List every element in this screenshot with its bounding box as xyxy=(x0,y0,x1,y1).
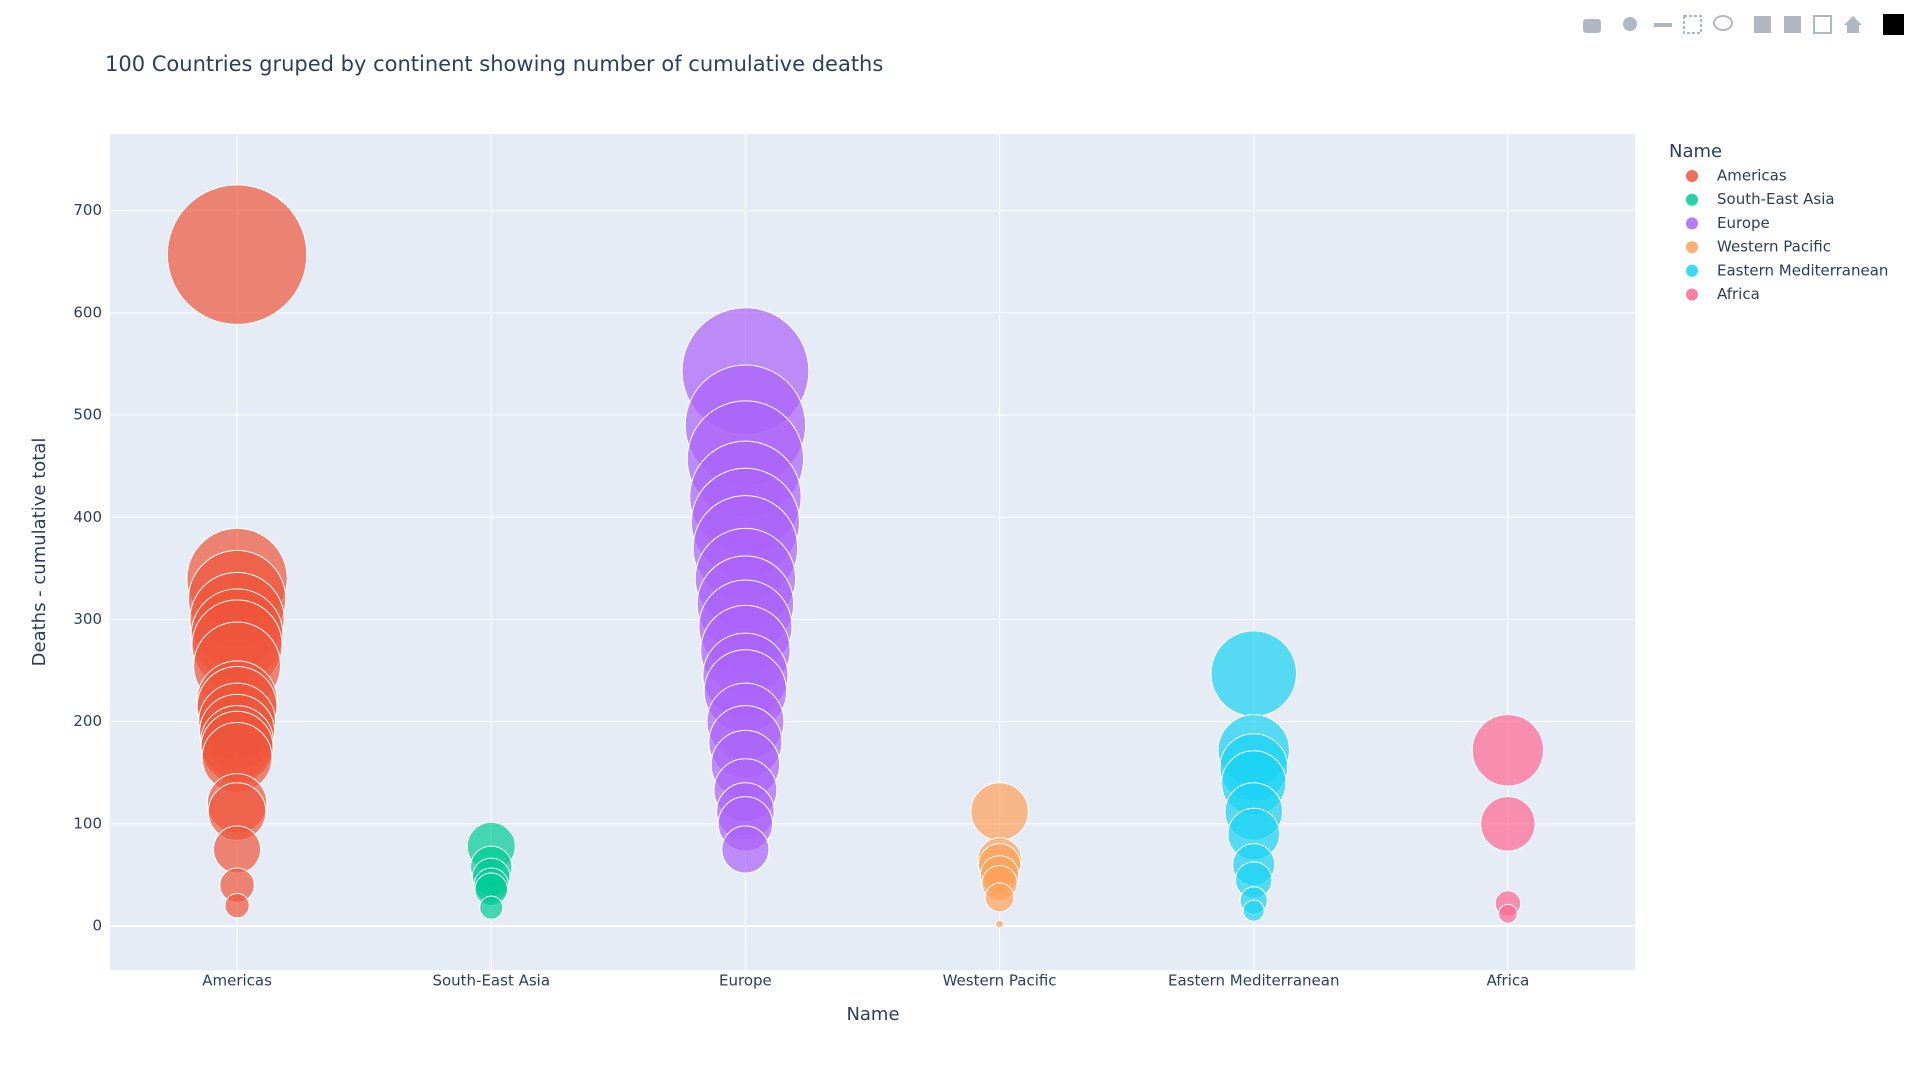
legend-marker xyxy=(1686,288,1698,301)
bubble xyxy=(1480,796,1536,852)
legend-label: Africa xyxy=(1717,285,1760,303)
bubble xyxy=(479,895,504,920)
legend-marker xyxy=(1686,170,1698,182)
y-axis-title: Deaths - cumulative total xyxy=(29,438,50,667)
legend-label: Eastern Mediterranean xyxy=(1717,261,1888,279)
bubble xyxy=(224,892,250,919)
bubble xyxy=(166,184,308,325)
y-tick-label: 0 xyxy=(92,917,102,935)
y-tick-label: 100 xyxy=(73,814,102,832)
legend-label: Americas xyxy=(1717,167,1787,185)
y-tick-label: 700 xyxy=(73,201,102,219)
x-axis-title: Name xyxy=(846,1004,899,1025)
legend-label: South-East Asia xyxy=(1717,190,1835,208)
legend-marker xyxy=(1686,241,1698,254)
x-tick-label: Africa xyxy=(1487,972,1530,990)
plot-background xyxy=(110,134,1635,970)
zoom-button[interactable] xyxy=(1623,17,1637,31)
box-select-button[interactable] xyxy=(1683,15,1702,34)
y-tick-label: 400 xyxy=(73,508,102,526)
x-tick-label: Europe xyxy=(719,972,772,990)
y-tick-label: 300 xyxy=(73,610,102,628)
zoom-out-button[interactable] xyxy=(1784,16,1801,33)
bubble xyxy=(1497,903,1518,924)
pan-button[interactable] xyxy=(1654,23,1672,27)
legend-label: Europe xyxy=(1717,214,1770,232)
bubble xyxy=(1210,630,1297,717)
bubble xyxy=(213,825,262,874)
y-tick-label: 500 xyxy=(73,406,102,424)
bubble xyxy=(984,882,1015,913)
x-tick-label: Americas xyxy=(202,972,272,990)
lasso-button[interactable] xyxy=(1713,15,1733,31)
bubble xyxy=(1242,899,1265,922)
y-tick-label: 200 xyxy=(73,712,102,730)
legend-marker xyxy=(1686,193,1698,206)
legend-label: Western Pacific xyxy=(1717,238,1831,256)
y-tick-label: 600 xyxy=(73,303,102,321)
chart-title: 100 Countries gruped by continent showin… xyxy=(105,52,883,76)
zoom-in-button[interactable] xyxy=(1754,16,1771,33)
legend-title: Name xyxy=(1669,141,1722,162)
legend-marker xyxy=(1686,264,1698,277)
bubble xyxy=(995,919,1004,929)
plotly-logo[interactable] xyxy=(1883,14,1904,35)
x-tick-label: Eastern Mediterranean xyxy=(1168,972,1339,990)
camera-button[interactable] xyxy=(1583,19,1601,33)
toolbar xyxy=(1583,14,1904,35)
bubble xyxy=(721,825,770,874)
x-tick-label: South-East Asia xyxy=(432,972,550,990)
autoscale-button[interactable] xyxy=(1813,15,1832,34)
reset-button[interactable] xyxy=(1844,16,1862,33)
x-tick-label: Western Pacific xyxy=(943,972,1057,990)
bubble xyxy=(970,782,1029,841)
legend-marker xyxy=(1686,217,1698,230)
bubble xyxy=(1471,714,1545,787)
